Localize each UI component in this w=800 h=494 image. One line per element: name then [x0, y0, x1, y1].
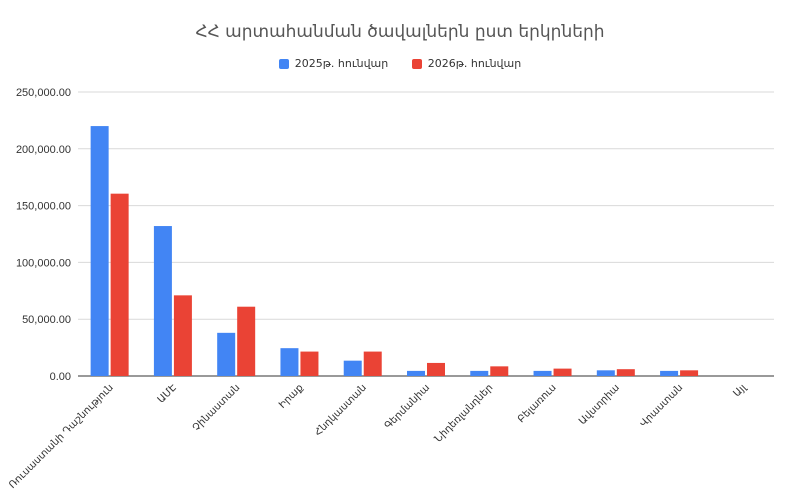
x-category-label: Բելառուս: [516, 382, 559, 425]
legend-label-series-1: 2025թ. հունվար: [294, 57, 389, 70]
legend-swatch-series-2: [411, 58, 422, 69]
bar-series-2[interactable]: [616, 369, 635, 376]
bar-series-1[interactable]: [343, 360, 362, 376]
y-tick-label: 100,000.00: [16, 257, 71, 269]
x-category-label: Չինաստան: [191, 382, 242, 433]
bar-series-2[interactable]: [363, 351, 382, 376]
bar-series-2[interactable]: [110, 193, 129, 376]
bar-series-1[interactable]: [280, 348, 299, 376]
y-tick-label: 0.00: [50, 371, 71, 383]
x-category-label: ԱՄԷ: [156, 382, 180, 406]
x-category-label: Ռուսաստանի Դաշնություն: [7, 382, 116, 491]
bar-series-2[interactable]: [237, 306, 256, 376]
y-tick-label: 250,000.00: [16, 87, 71, 99]
y-tick-label: 150,000.00: [16, 201, 71, 213]
bar-series-1[interactable]: [153, 226, 172, 376]
bar-series-2[interactable]: [553, 368, 572, 376]
x-category-label: Հնդկաստան: [313, 382, 369, 438]
legend-item-series-1[interactable]: 2025թ. հունվար: [278, 57, 389, 70]
bar-series-1[interactable]: [533, 370, 552, 376]
bar-series-2[interactable]: [490, 366, 509, 376]
bar-series-2[interactable]: [300, 351, 319, 376]
bar-series-2[interactable]: [173, 295, 192, 376]
x-category-label: Գերմանիա: [383, 382, 432, 431]
legend-item-series-2[interactable]: 2026թ. հունվար: [411, 57, 522, 70]
legend-label-series-2: 2026թ. հունվար: [427, 57, 522, 70]
x-category-label: Իրաք: [277, 382, 306, 411]
y-tick-label: 200,000.00: [16, 144, 71, 156]
x-category-label: Վրաստան: [638, 382, 685, 429]
bar-series-1[interactable]: [90, 126, 109, 376]
bar-series-1[interactable]: [660, 370, 679, 376]
legend-swatch-series-1: [278, 58, 289, 69]
bar-series-1[interactable]: [596, 370, 615, 376]
legend: 2025թ. հունվար 2026թ. հունվար: [0, 57, 800, 72]
x-category-label: Այլ: [731, 381, 749, 399]
bar-series-2[interactable]: [427, 362, 445, 376]
bar-series-1[interactable]: [217, 332, 236, 376]
bar-series-1[interactable]: [407, 370, 425, 376]
x-category-label: Ավստրիա: [577, 382, 622, 427]
chart-title: ՀՀ արտահանման ծավալներն ըստ երկրների: [195, 22, 605, 42]
bar-series-1[interactable]: [470, 370, 489, 376]
x-category-label: Նիդեռլանդներ: [433, 382, 496, 445]
y-tick-label: 50,000.00: [22, 314, 71, 326]
bar-series-2[interactable]: [680, 370, 699, 376]
